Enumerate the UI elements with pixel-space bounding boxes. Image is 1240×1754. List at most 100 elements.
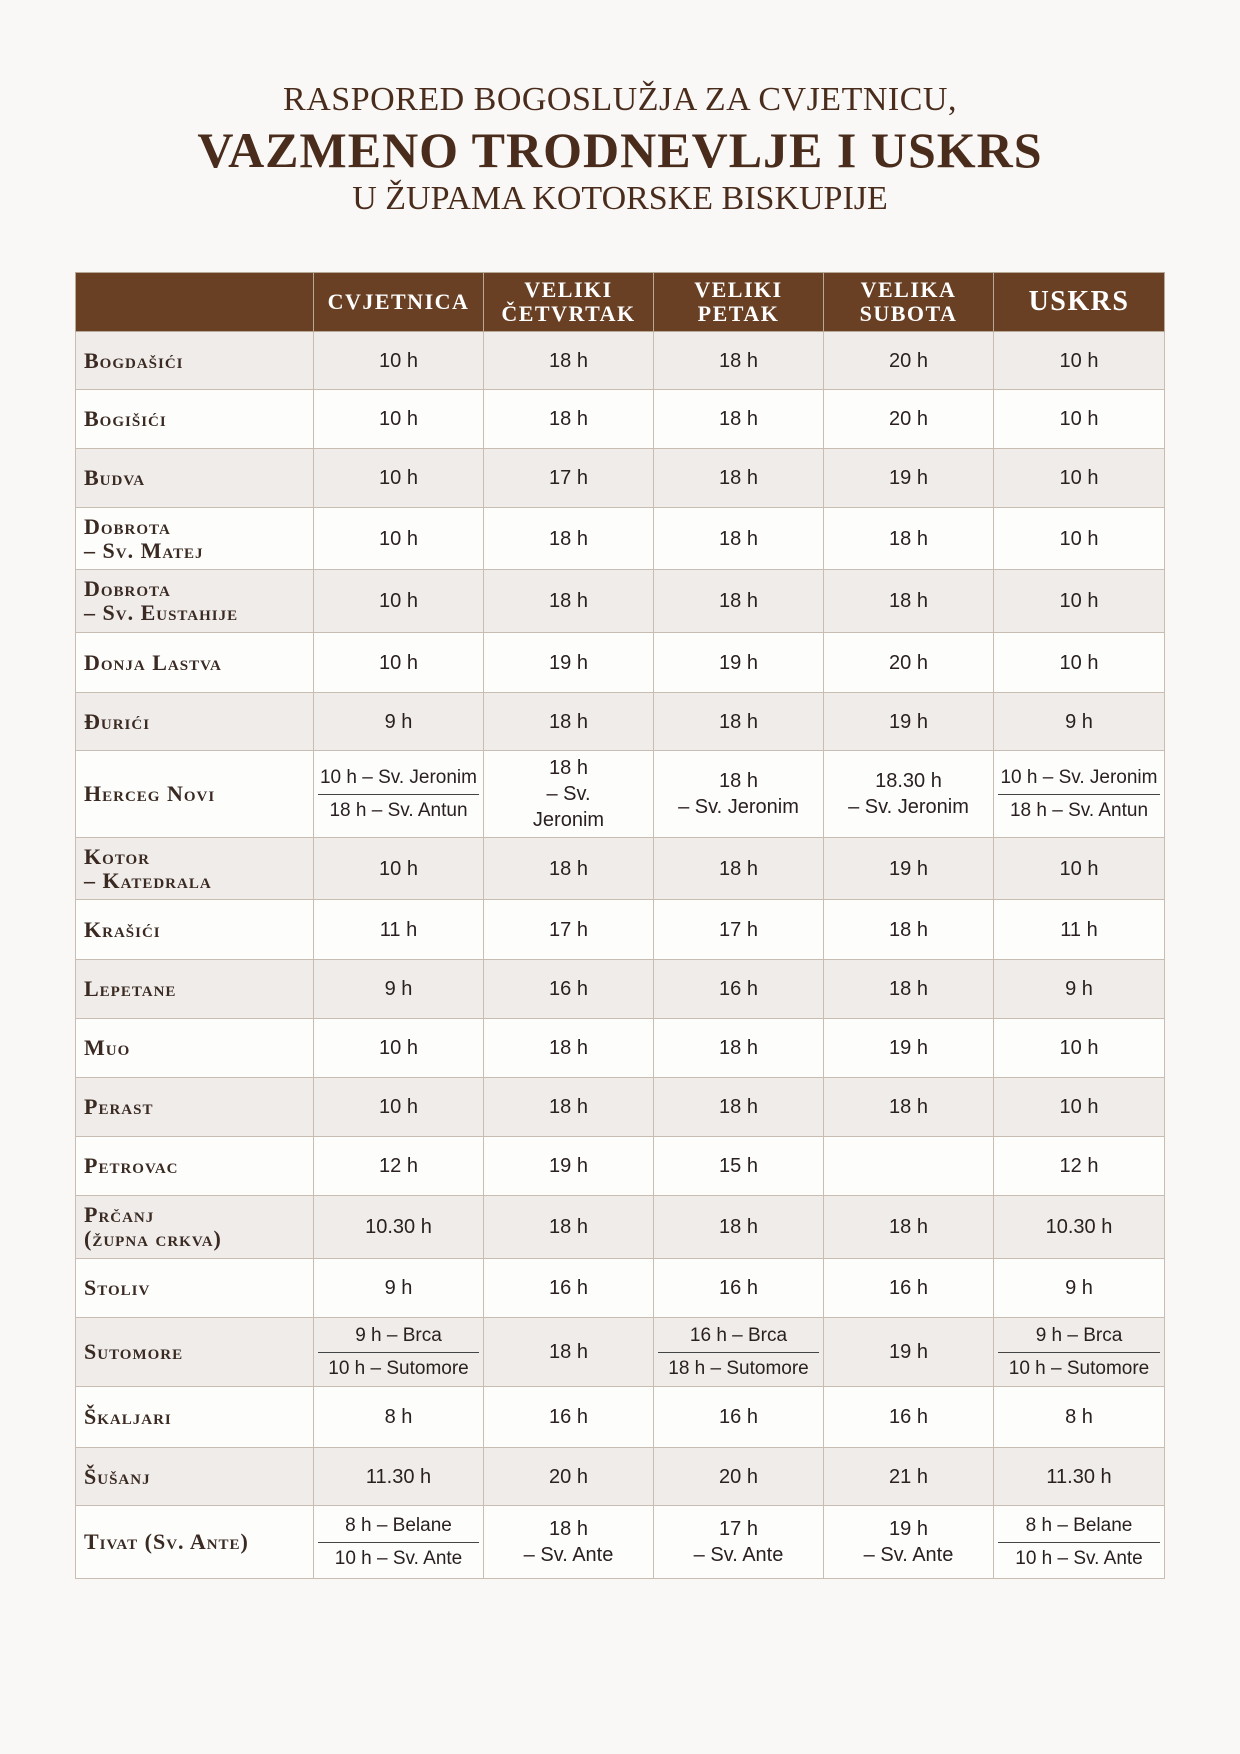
time-first: 10 h – Sv. Jeronim (318, 767, 479, 795)
time-second: 10 h – Sutomore (328, 1357, 469, 1379)
place-name: Dobrota – Sv. Eustahije (75, 569, 314, 633)
time-cell: 10 h (313, 1018, 484, 1078)
table-row: Muo 10 h 18 h 18 h 19 h 10 h (75, 1018, 1165, 1078)
table-row: Perast 10 h 18 h 18 h 18 h 10 h (75, 1077, 1165, 1137)
table-row: Tivat (Sv. Ante) 8 h – Belane 10 h – Sv. A… (75, 1505, 1165, 1579)
time-cell: 10 h (993, 632, 1165, 693)
header-veliki-petak: VELIKI PETAK (653, 272, 824, 332)
time-cell: 10 h (313, 331, 484, 390)
header-cvjetnica: CVJETNICA (313, 272, 484, 332)
time-cell: 10.30 h (313, 1195, 484, 1259)
time-cell: 10 h – Sv. Jeronim 18 h – Sv. Antun (313, 750, 484, 838)
time-cell: 18 h (653, 1195, 824, 1259)
time-cell: 10 h (313, 837, 484, 900)
place-name: Sutomore (75, 1317, 314, 1387)
time-cell: 16 h – Brca 18 h – Sutomore (653, 1317, 824, 1387)
table-row: Bogdašići 10 h 18 h 18 h 20 h 10 h (75, 331, 1165, 390)
time-cell: 10 h (993, 837, 1165, 900)
title-line-1: RASPORED BOGOSLUŽJA ZA CVJETNICU, (283, 81, 957, 118)
time-cell: 18 h (823, 1077, 994, 1137)
place-name: Đurići (75, 692, 314, 751)
time-cell: 11.30 h (993, 1447, 1165, 1506)
time-cell: 20 h (653, 1447, 824, 1506)
time-cell: 17 h (483, 448, 654, 508)
place-name: Dobrota – Sv. Matej (75, 507, 314, 570)
time-cell: 10 h (993, 448, 1165, 508)
header-place (75, 272, 314, 332)
time-cell: 10 h (993, 507, 1165, 570)
time-cell: 10 h (993, 331, 1165, 390)
time-cell: 21 h (823, 1447, 994, 1506)
place-name: Lepetane (75, 959, 314, 1019)
time-cell: 8 h (993, 1386, 1165, 1448)
time-second: 10 h – Sv. Ante (1015, 1547, 1143, 1569)
time-cell: 19 h (653, 632, 824, 693)
place-name: Škaljari (75, 1386, 314, 1448)
time-cell: 10 h (313, 569, 484, 633)
time-cell: 18 h (823, 1195, 994, 1259)
place-name: Tivat (Sv. Ante) (75, 1505, 314, 1579)
time-cell: 18 h – Sv. Ante (483, 1505, 654, 1579)
header-row: CVJETNICA VELIKI ČETVRTAK VELIKI PETAK V… (75, 272, 1165, 332)
time-cell: 9 h (993, 1258, 1165, 1318)
place-name: Šušanj (75, 1447, 314, 1506)
time-cell: 18 h (483, 569, 654, 633)
time-cell (823, 1136, 994, 1196)
time-cell: 10 h (313, 632, 484, 693)
time-second: 18 h – Sv. Antun (1009, 799, 1149, 821)
time-cell: 9 h (993, 692, 1165, 751)
time-cell: 20 h (823, 331, 994, 390)
place-name: Muo (75, 1018, 314, 1078)
time-second: 10 h – Sutomore (1008, 1357, 1150, 1379)
time-first: 9 h – Brca (318, 1325, 479, 1353)
time-cell: 18 h (483, 837, 654, 900)
time-cell: 11.30 h (313, 1447, 484, 1506)
page-title: RASPORED BOGOSLUŽJA ZA CVJETNICU, VAZMEN… (0, 78, 1240, 220)
time-first: 10 h – Sv. Jeronim (998, 767, 1160, 795)
time-first: 9 h – Brca (998, 1325, 1160, 1353)
time-cell: 10 h (993, 1018, 1165, 1078)
time-cell: 19 h (483, 632, 654, 693)
time-cell: 20 h (823, 389, 994, 449)
time-cell: 9 h – Brca 10 h – Sutomore (993, 1317, 1165, 1387)
time-cell: 16 h (823, 1258, 994, 1318)
time-cell: 10.30 h (993, 1195, 1165, 1259)
time-cell: 10 h – Sv. Jeronim 18 h – Sv. Antun (993, 750, 1165, 838)
title-line-3: U ŽUPAMA KOTORSKE BISKUPIJE (352, 180, 888, 217)
time-cell: 8 h – Belane 10 h – Sv. Ante (993, 1505, 1165, 1579)
time-cell: 18 h (653, 448, 824, 508)
time-cell: 18 h (653, 569, 824, 633)
table-row: Donja Lastva 10 h 19 h 19 h 20 h 10 h (75, 632, 1165, 693)
time-cell: 10 h (313, 448, 484, 508)
time-cell: 19 h (823, 1018, 994, 1078)
time-cell: 18 h – Sv. Jeronim (653, 750, 824, 838)
place-name: Petrovac (75, 1136, 314, 1196)
place-name: Bogišići (75, 389, 314, 449)
table-row: Budva 10 h 17 h 18 h 19 h 10 h (75, 448, 1165, 508)
place-name: Prčanj (župna crkva) (75, 1195, 314, 1259)
time-cell: 18 h (653, 331, 824, 390)
time-cell: 18 h – Sv. Jeronim (483, 750, 654, 838)
time-second: 18 h – Sutomore (668, 1357, 809, 1379)
time-first: 8 h – Belane (318, 1515, 479, 1543)
title-line-2: VAZMENO TRODNEVLJE I USKRS (197, 122, 1043, 178)
time-cell: 18 h (823, 507, 994, 570)
time-cell: 18 h (653, 692, 824, 751)
time-cell: 10 h (993, 389, 1165, 449)
header-veliki-cetvrtak: VELIKI ČETVRTAK (483, 272, 654, 332)
header-velika-subota: VELIKA SUBOTA (823, 272, 994, 332)
time-second: 10 h – Sv. Ante (334, 1547, 463, 1569)
time-cell: 18 h (483, 331, 654, 390)
time-cell: 12 h (313, 1136, 484, 1196)
time-cell: 10 h (313, 389, 484, 449)
time-cell: 18 h (653, 837, 824, 900)
time-cell: 19 h (823, 1317, 994, 1387)
time-cell: 16 h (653, 959, 824, 1019)
place-name: Perast (75, 1077, 314, 1137)
time-cell: 18 h (823, 569, 994, 633)
time-cell: 18 h (483, 1018, 654, 1078)
time-cell: 18 h (823, 959, 994, 1019)
